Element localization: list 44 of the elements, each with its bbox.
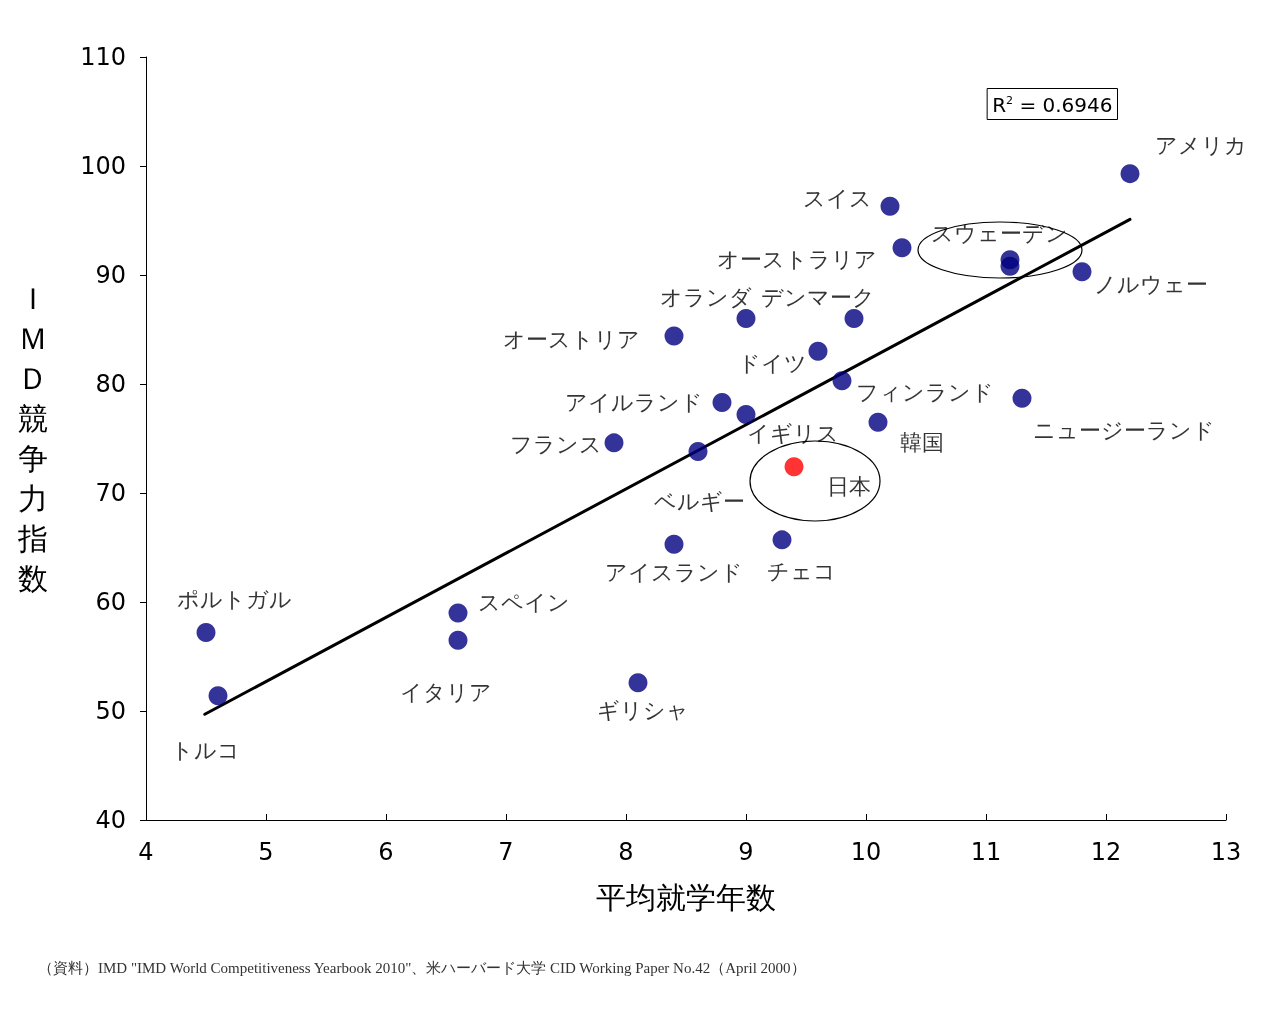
annotation: ポルトガル: [176, 587, 292, 613]
x-tick-label: 10: [850, 838, 882, 866]
y-axis-title: ＩＭＤ競争力指数: [17, 281, 48, 596]
annotation: 韓国: [900, 429, 944, 455]
y-tick-label: 110: [80, 43, 126, 71]
annotation: アメリカ: [1155, 133, 1247, 159]
y-tick-label: 100: [80, 152, 126, 180]
annotation: スペイン: [478, 590, 570, 616]
annotation: アイスランド: [605, 559, 743, 585]
y-tick-label: 50: [95, 697, 126, 725]
text: （資料）IMD "IMD World Competitiveness Yearbook 2010"、米ハーバード大学 CID Working Paper No.42（April 2000）: [38, 959, 806, 976]
annotation: フィンランド: [856, 380, 994, 406]
y-tick-label: 90: [95, 261, 126, 289]
annotation: オーストリア: [502, 326, 640, 352]
annotation: スイス: [802, 185, 872, 211]
x-tick-label: 13: [1210, 838, 1242, 866]
y-tick-label: 80: [95, 370, 126, 398]
x-tick-label: 8: [618, 838, 634, 866]
annotation: ギリシャ: [597, 698, 689, 724]
annotation: オーストラリア: [717, 247, 877, 273]
annotation: オランダ: [660, 285, 752, 311]
annotation: イギリス: [747, 421, 839, 447]
annotation: トルコ: [170, 738, 240, 764]
x-tick-label: 9: [738, 838, 754, 866]
annotation: ドイツ: [737, 350, 807, 376]
annotation: イタリア: [400, 679, 492, 705]
annotation: 日本: [827, 474, 871, 500]
x-tick-label: 4: [138, 838, 154, 866]
annotation: デンマーク: [761, 285, 875, 311]
y-tick-label: 70: [95, 479, 126, 507]
annotation: チェコ: [766, 559, 836, 585]
annotation: ベルギー: [653, 489, 745, 515]
x-tick-label: 7: [498, 838, 514, 866]
annotation: フランス: [510, 432, 602, 458]
x-tick-label: 6: [378, 838, 394, 866]
y-tick-label: 60: [95, 588, 126, 616]
annotation: ニュージーランド: [1033, 417, 1215, 443]
annotation: アイルランド: [565, 390, 703, 416]
annotation: ノルウェー: [1094, 272, 1208, 298]
y-tick-label: 40: [95, 806, 126, 834]
x-tick-label: 12: [1090, 838, 1122, 866]
x-tick-label: 11: [970, 838, 1002, 866]
x-tick-label: 5: [258, 838, 274, 866]
x-axis-title: 平均就学年数: [596, 879, 776, 915]
